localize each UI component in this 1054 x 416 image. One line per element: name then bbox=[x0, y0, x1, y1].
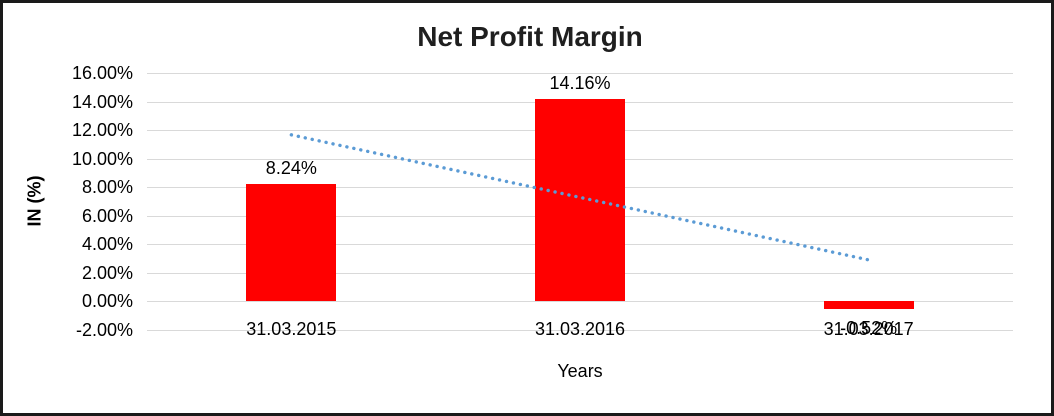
category-label: 31.03.2017 bbox=[823, 319, 914, 339]
y-tick-label: 6.00% bbox=[81, 205, 133, 226]
bar-31.03.2017 bbox=[823, 301, 914, 309]
y-tick-label: 12.00% bbox=[71, 120, 133, 141]
y-tick-label: 0.00% bbox=[81, 291, 133, 312]
gridline bbox=[147, 330, 1013, 331]
chart-title: Net Profit Margin bbox=[417, 21, 643, 52]
bar-31.03.2015 bbox=[246, 183, 337, 302]
y-tick-label: 8.00% bbox=[81, 177, 133, 198]
category-label: 31.03.2015 bbox=[246, 319, 337, 339]
data-label: 14.16% bbox=[549, 73, 611, 94]
y-tick-label: 2.00% bbox=[81, 262, 133, 283]
gridline bbox=[147, 73, 1013, 74]
data-label: 8.24% bbox=[265, 157, 317, 178]
category-label: 31.03.2016 bbox=[534, 319, 626, 339]
y-tick-label: 14.00% bbox=[71, 91, 133, 112]
gridline bbox=[147, 301, 1013, 303]
y-tick-label: 16.00% bbox=[71, 63, 133, 83]
y-tick-label: -2.00% bbox=[75, 320, 133, 340]
x-axis-title: Years bbox=[557, 361, 603, 381]
y-tick-label: 4.00% bbox=[81, 234, 133, 255]
bar-31.03.2016 bbox=[535, 99, 625, 302]
trendline bbox=[289, 133, 871, 262]
data-label: -0.52% bbox=[840, 317, 898, 338]
y-tick-label: 10.00% bbox=[71, 148, 133, 169]
